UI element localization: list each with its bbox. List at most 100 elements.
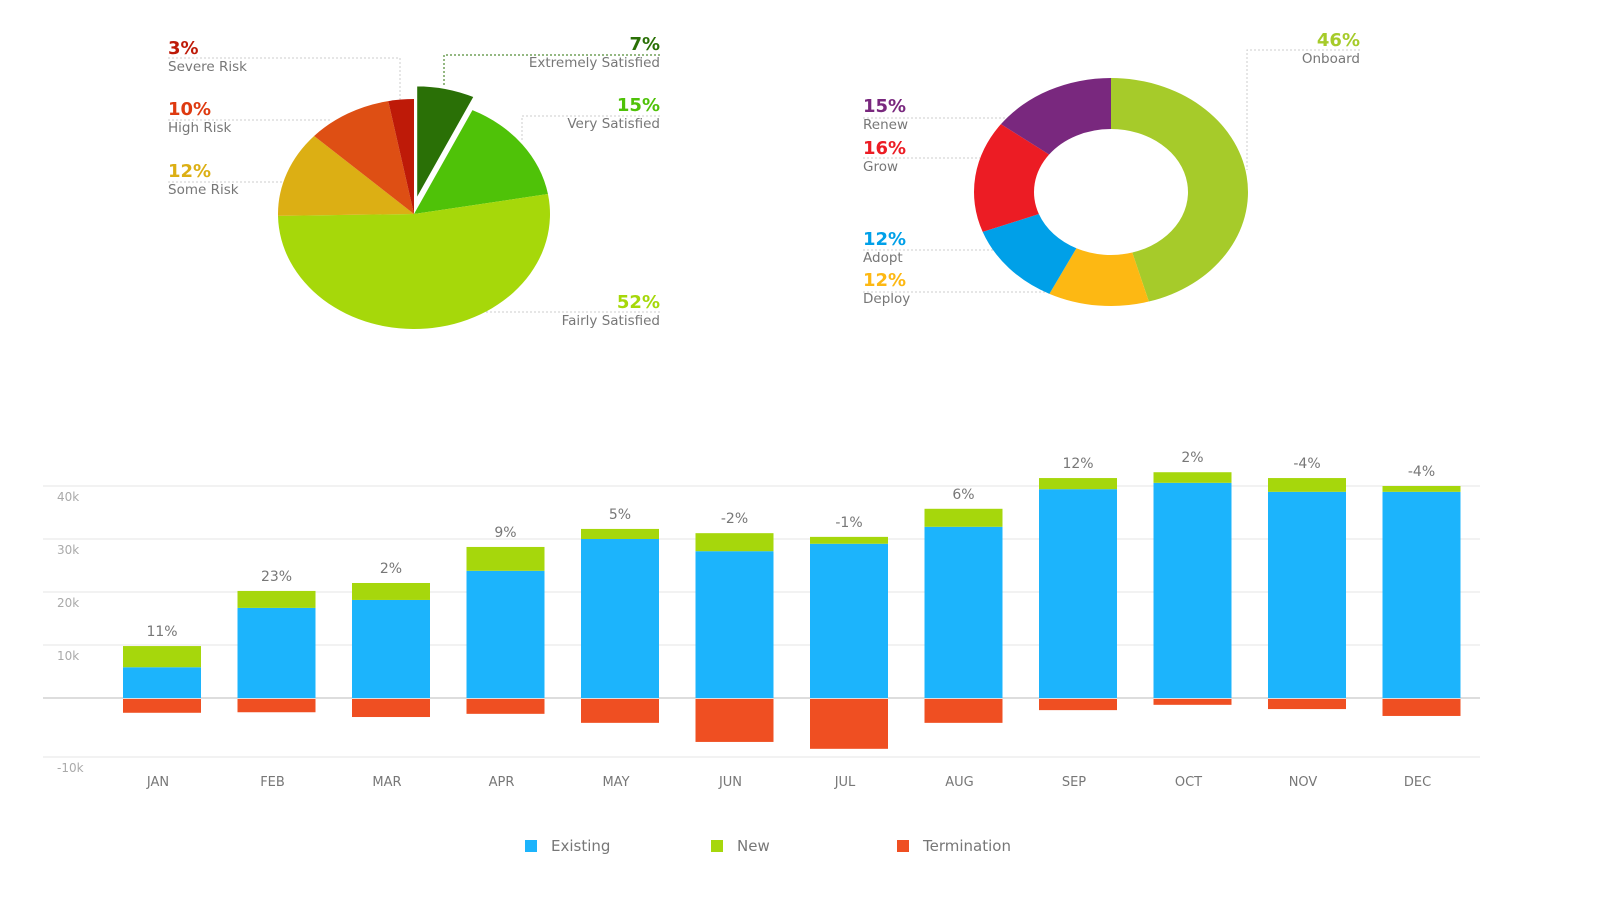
bar-existing-jul xyxy=(810,543,888,698)
data-label-jan: 11% xyxy=(146,624,177,640)
bar-existing-mar xyxy=(352,599,430,698)
bar-existing-oct xyxy=(1153,482,1232,698)
data-label-sep: 12% xyxy=(1062,456,1093,472)
label-onboard: 46% Onboard xyxy=(1302,32,1360,67)
renew-pct: 15% xyxy=(863,96,907,117)
bar-new-jun xyxy=(695,533,774,552)
slice-high-risk xyxy=(314,101,414,214)
bar-termination-dec xyxy=(1382,699,1461,716)
x-tick-label-jun: JUN xyxy=(718,775,742,790)
slice-very-satisfied xyxy=(414,110,548,214)
bar-new-oct xyxy=(1153,472,1232,483)
data-label-nov: -4% xyxy=(1293,456,1320,472)
slice-some-risk xyxy=(278,135,414,216)
label-grow: 16% Grow xyxy=(863,140,906,175)
bar-existing-nov xyxy=(1268,491,1346,698)
label-some-risk: 12% Some Risk xyxy=(168,163,239,198)
onboard-name: Onboard xyxy=(1301,51,1360,67)
data-label-jul: -1% xyxy=(835,515,862,531)
adopt-pct: 12% xyxy=(863,229,907,250)
bar-new-dec xyxy=(1382,486,1461,492)
x-tick-label-feb: FEB xyxy=(260,775,285,790)
label-extremely-satisfied: 7% Extremely Satisfied xyxy=(529,36,660,71)
satisfaction-pie-chart xyxy=(168,54,660,329)
x-tick-label-oct: OCT xyxy=(1175,775,1202,790)
severe-risk-pct: 3% xyxy=(168,38,199,59)
extremely-satisfied-pct: 7% xyxy=(629,34,660,55)
label-very-satisfied: 15% Very Satisfied xyxy=(567,97,660,132)
label-high-risk: 10% High Risk xyxy=(168,101,231,136)
some-risk-name: Some Risk xyxy=(168,182,239,198)
onboard-pct: 46% xyxy=(1316,30,1360,51)
deploy-pct: 12% xyxy=(863,270,907,291)
bar-existing-sep xyxy=(1039,489,1117,698)
bar-new-mar xyxy=(352,582,430,600)
legend-existing-label: Existing xyxy=(551,837,611,855)
bar-new-jan xyxy=(123,646,201,668)
new-swatch xyxy=(711,840,723,852)
bar-new-feb xyxy=(237,590,316,608)
x-tick-label-apr: APR xyxy=(489,775,515,790)
high-risk-pct: 10% xyxy=(168,99,212,120)
y-tick-label: 20k xyxy=(57,596,79,610)
x-tick-label-jul: JUL xyxy=(834,775,856,790)
data-label-apr: 9% xyxy=(494,525,516,541)
label-severe-risk: 3% Severe Risk xyxy=(168,40,247,75)
x-tick-label-nov: NOV xyxy=(1289,775,1318,790)
y-tick-label: 30k xyxy=(57,543,79,557)
grow-name: Grow xyxy=(863,159,899,175)
bar-existing-feb xyxy=(237,607,316,698)
bar-existing-jun xyxy=(695,551,774,698)
fairly-satisfied-pct: 52% xyxy=(616,292,660,313)
deploy-name: Deploy xyxy=(863,291,911,307)
x-tick-label-mar: MAR xyxy=(372,775,401,790)
y-tick-label: 40k xyxy=(57,490,79,504)
data-label-feb: 23% xyxy=(261,569,292,585)
x-tick-label-jan: JAN xyxy=(146,775,169,790)
x-tick-label-dec: DEC xyxy=(1404,775,1431,790)
bar-new-sep xyxy=(1039,478,1117,490)
bar-existing-dec xyxy=(1382,491,1461,698)
x-tick-label-may: MAY xyxy=(602,775,629,790)
adopt-name: Adopt xyxy=(863,250,903,266)
bar-termination-may xyxy=(581,699,659,723)
very-satisfied-name: Very Satisfied xyxy=(567,116,660,132)
data-label-aug: 6% xyxy=(952,487,974,503)
data-label-oct: 2% xyxy=(1181,450,1203,466)
bar-termination-jul xyxy=(810,699,888,749)
data-label-jun: -2% xyxy=(721,511,748,527)
legend-new: New xyxy=(711,837,770,855)
high-risk-name: High Risk xyxy=(168,120,232,136)
bar-new-may xyxy=(581,528,659,539)
fairly-satisfied-name: Fairly Satisfied xyxy=(561,313,660,329)
bar-existing-apr xyxy=(466,570,545,698)
bar-existing-jan xyxy=(123,667,201,698)
label-fairly-satisfied: 52% Fairly Satisfied xyxy=(562,294,660,329)
bar-new-jul xyxy=(810,536,888,544)
data-label-may: 5% xyxy=(609,507,631,523)
bar-existing-may xyxy=(581,539,659,698)
bar-termination-mar xyxy=(352,699,430,718)
legend-termination: Termination xyxy=(897,837,1011,855)
legend-existing: Existing xyxy=(525,837,610,855)
grow-pct: 16% xyxy=(863,138,907,159)
some-risk-pct: 12% xyxy=(168,161,212,182)
bar-new-apr xyxy=(466,546,545,571)
label-adopt: 12% Adopt xyxy=(863,231,906,266)
y-tick-label: -10k xyxy=(57,761,84,775)
bar-termination-sep xyxy=(1039,699,1117,711)
slice-fairly-satisfied xyxy=(278,194,550,329)
data-label-mar: 2% xyxy=(380,561,402,577)
termination-swatch xyxy=(897,840,909,852)
leader-line xyxy=(521,115,660,140)
label-deploy: 12% Deploy xyxy=(863,272,910,307)
very-satisfied-pct: 15% xyxy=(616,95,660,116)
legend-new-label: New xyxy=(737,837,770,855)
bar-termination-jun xyxy=(695,699,774,742)
bar-termination-feb xyxy=(237,699,316,713)
legend-termination-label: Termination xyxy=(923,837,1011,855)
bar-termination-aug xyxy=(924,699,1003,723)
bar-termination-oct xyxy=(1153,699,1232,705)
extremely-satisfied-name: Extremely Satisfied xyxy=(528,55,660,71)
